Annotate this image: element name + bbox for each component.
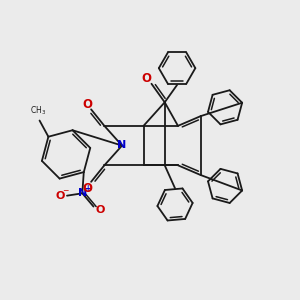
Text: +: + <box>85 184 91 193</box>
Text: CH$_3$: CH$_3$ <box>30 104 46 117</box>
Text: −: − <box>63 186 69 195</box>
Text: O: O <box>95 205 105 214</box>
Text: N: N <box>117 140 127 150</box>
Text: O: O <box>82 182 93 195</box>
Text: O: O <box>56 191 65 201</box>
Text: O: O <box>82 98 93 111</box>
Text: O: O <box>141 72 151 85</box>
Text: N: N <box>78 188 87 198</box>
